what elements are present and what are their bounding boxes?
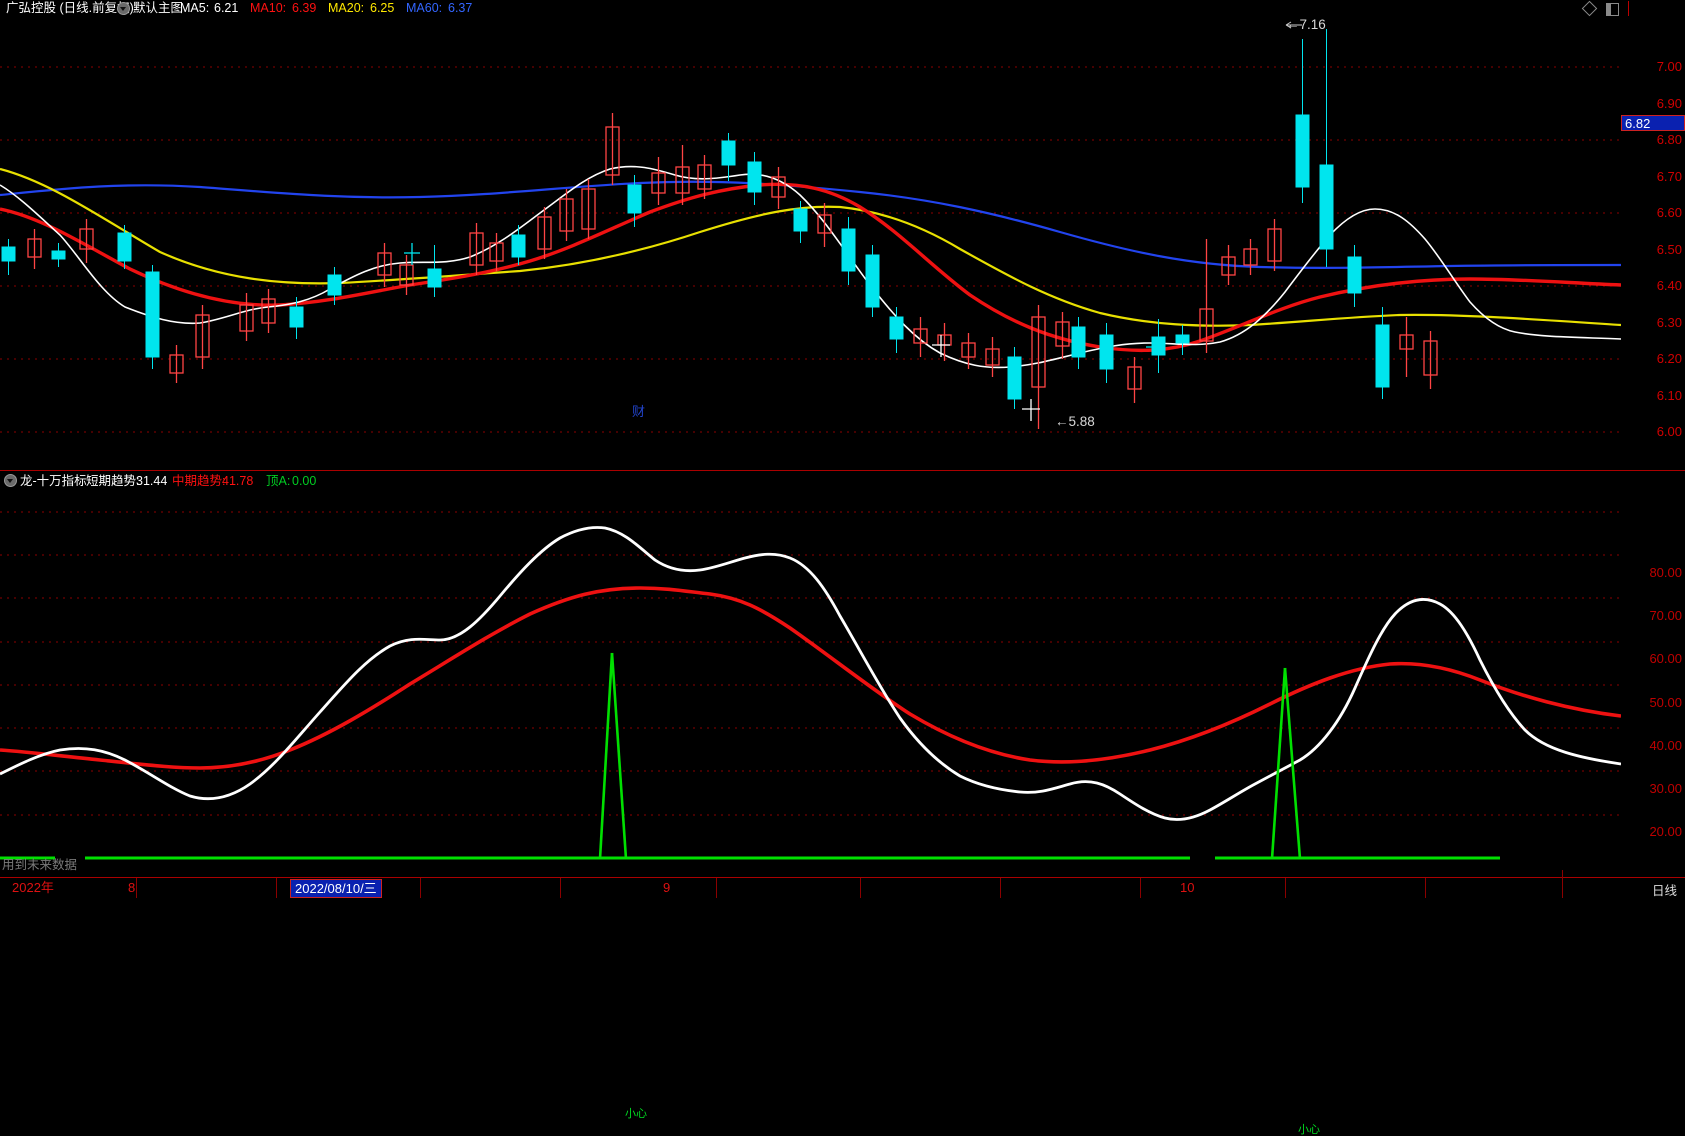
- mid-trend-line: [0, 586, 1621, 770]
- axis-tick: [1140, 878, 1141, 898]
- price-tick: 6.80: [1656, 132, 1682, 147]
- short-trend-value: 31.44: [136, 474, 168, 488]
- ind-tick: 50.00: [1649, 695, 1682, 710]
- top-a-label: 顶A:: [266, 474, 291, 488]
- diamond-icon[interactable]: [1581, 0, 1598, 17]
- axis-divider: [0, 877, 1685, 878]
- low-price-annotation: ←5.88: [1055, 414, 1095, 429]
- selected-date-badge: 2022/08/10/三: [290, 879, 382, 898]
- price-tick: 6.10: [1656, 388, 1682, 403]
- panel-divider: [0, 470, 1685, 471]
- ind-tick: 70.00: [1649, 608, 1682, 623]
- signal-label: 小心: [1298, 1124, 1320, 1136]
- ma5-line: [0, 165, 1621, 369]
- price-chart-panel[interactable]: ←7.16 ←5.88 财 7.00 6.90 6.80 6.70 6.60 6…: [0, 17, 1685, 470]
- indicator-panel[interactable]: 龙-十万指标 短期趋势: 31.44 中期趋势: 41.78 顶A: 0.00: [0, 470, 1685, 1136]
- ind-tick: 80.00: [1649, 565, 1682, 580]
- date-axis-bar[interactable]: 用到未来数据 2022年 8 9 10 2022/08/10/三 日线: [0, 858, 1685, 898]
- price-tick: 6.60: [1656, 205, 1682, 220]
- axis-tick: [1562, 870, 1563, 898]
- chart-header-bar: 广弘控股 (日线.前复权) 默认主图 MA5: 6.21 MA10: 6.39 …: [0, 0, 1685, 17]
- mid-trend-value: 41.78: [222, 474, 254, 488]
- indicator-plot[interactable]: [0, 488, 1621, 870]
- price-tick: 6.70: [1656, 169, 1682, 184]
- price-tick: 6.20: [1656, 351, 1682, 366]
- ma60-line: [0, 180, 1621, 269]
- axis-tick: [136, 878, 137, 898]
- signal-spikes: [598, 652, 1302, 860]
- ma60-label: MA60:: [406, 1, 443, 15]
- axis-tick: [860, 878, 861, 898]
- price-tick: 6.40: [1656, 278, 1682, 293]
- annotation-arrows: [1285, 21, 1302, 29]
- short-trend-label: 短期趋势:: [86, 474, 140, 488]
- axis-tick: [1285, 878, 1286, 898]
- ind-tick: 20.00: [1649, 824, 1682, 839]
- axis-tick: [276, 878, 277, 898]
- current-price-badge: 6.82: [1621, 115, 1685, 131]
- indicator-header-bar: 龙-十万指标 短期趋势: 31.44 中期趋势: 41.78 顶A: 0.00: [0, 472, 1685, 490]
- axis-tick: [716, 878, 717, 898]
- date-label-month: 10: [1180, 880, 1195, 895]
- price-tick: 6.50: [1656, 242, 1682, 257]
- axis-tick: [420, 878, 421, 898]
- date-label-month: 8: [128, 880, 136, 895]
- chart-title-label[interactable]: 默认主图: [133, 1, 184, 15]
- ma10-value: 6.39: [292, 1, 317, 15]
- indicator-dropdown-icon[interactable]: [4, 472, 17, 490]
- axis-tick: [1425, 878, 1426, 898]
- date-label-year: 2022年: [12, 880, 54, 895]
- high-price-annotation: ←7.16: [1286, 17, 1326, 32]
- ma5-value: 6.21: [214, 1, 239, 15]
- chart-dropdown-icon[interactable]: [117, 0, 130, 18]
- stock-name-label[interactable]: 广弘控股 (日线.前复权): [6, 1, 134, 15]
- axis-tick: [560, 878, 561, 898]
- date-label-month: 9: [663, 880, 671, 895]
- axis-tick: [1000, 878, 1001, 898]
- signal-label: 小心: [625, 1108, 647, 1120]
- panel-icon[interactable]: [1606, 3, 1619, 16]
- ma20-value: 6.25: [370, 1, 395, 15]
- ma20-line: [0, 167, 1621, 327]
- future-data-warning: 用到未来数据: [2, 858, 78, 872]
- ma60-value: 6.37: [448, 1, 473, 15]
- ind-tick: 30.00: [1649, 781, 1682, 796]
- mid-trend-label: 中期趋势:: [172, 474, 226, 488]
- ind-tick: 60.00: [1649, 651, 1682, 666]
- ma10-label: MA10:: [250, 1, 287, 15]
- ma5-label: MA5:: [180, 1, 210, 15]
- period-label[interactable]: 日线: [1651, 884, 1677, 898]
- candlesticks: [1, 29, 1438, 429]
- indicator-title[interactable]: 龙-十万指标: [20, 474, 87, 488]
- top-a-value: 0.00: [292, 474, 317, 488]
- price-tick: 6.30: [1656, 315, 1682, 330]
- price-tick: 6.90: [1656, 96, 1682, 111]
- price-plot[interactable]: [0, 17, 1621, 470]
- watermark-label: 财: [632, 404, 646, 419]
- window-icon-group: [1581, 0, 1679, 17]
- ind-gridlines: [0, 511, 1621, 816]
- ind-tick: 40.00: [1649, 738, 1682, 753]
- price-tick: 6.00: [1656, 424, 1682, 439]
- divider-icon: [1628, 1, 1629, 16]
- price-tick: 7.00: [1656, 59, 1682, 74]
- ma20-label: MA20:: [328, 1, 365, 15]
- short-trend-line: [0, 526, 1621, 821]
